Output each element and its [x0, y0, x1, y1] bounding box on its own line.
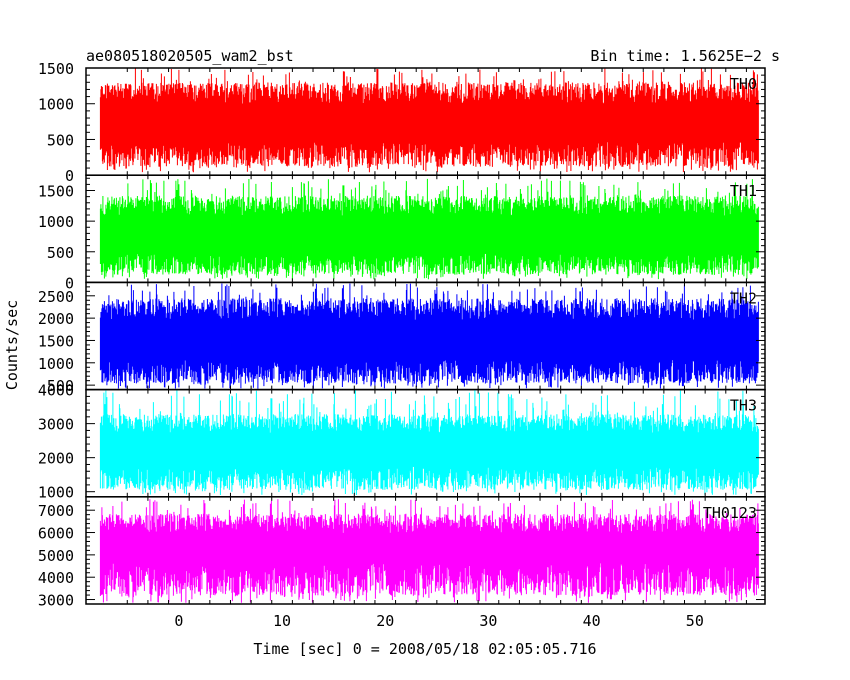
y-tick-label: 2000	[38, 450, 74, 468]
panel-label: TH1	[730, 182, 757, 200]
y-tick-label: 7000	[38, 502, 74, 520]
y-tick-label: 1500	[38, 183, 74, 201]
y-tick-label: 1000	[38, 355, 74, 373]
series-trace-th0123	[99, 499, 759, 603]
y-tick-label: 2500	[38, 288, 74, 306]
y-tick-label: 1000	[38, 213, 74, 231]
panel-label: TH2	[730, 289, 757, 307]
y-tick-label: 1000	[38, 96, 74, 114]
y-tick-label: 500	[47, 131, 74, 149]
chart-title: ae080518020505_wam2_bst	[86, 47, 294, 65]
y-tick-label: 0	[65, 167, 74, 185]
y-tick-label: 3000	[38, 416, 74, 434]
series-trace-th2	[99, 283, 759, 389]
x-tick-label: 0	[174, 612, 183, 630]
y-tick-label: 500	[47, 377, 74, 395]
panel-th3: 1000 2000 3000 4000 TH3	[38, 382, 766, 502]
panel-label: TH0	[730, 75, 757, 93]
panel-th1: 0 500 1000 1500 TH1	[38, 174, 766, 292]
series-trace-th3	[99, 390, 759, 495]
y-tick-label: 4000	[38, 569, 74, 587]
panel-th0123: 3000 4000 5000 6000 7000 TH0123	[38, 496, 766, 610]
series-trace-th0	[99, 68, 759, 173]
y-tick-label: 500	[47, 244, 74, 262]
y-tick-label: 2000	[38, 310, 74, 328]
x-tick-label: 40	[583, 612, 601, 630]
x-tick-label: 50	[686, 612, 704, 630]
y-tick-label: 0	[65, 274, 74, 292]
series-trace-th1	[99, 178, 759, 280]
panel-label: TH0123	[703, 504, 757, 522]
panel-th0: 0 500 1000 1500 TH0	[38, 60, 766, 185]
y-tick-label: 6000	[38, 525, 74, 543]
x-tick-label: 10	[273, 612, 291, 630]
y-tick-label: 5000	[38, 547, 74, 565]
y-tick-label: 4000	[38, 382, 74, 400]
bin-time-label: Bin time: 1.5625E−2 s	[590, 47, 780, 65]
x-axis-label: Time [sec] 0 = 2008/05/18 02:05:05.716	[253, 640, 596, 658]
panel-th2: 500 1000 1500 2000 2500 TH2	[38, 281, 766, 395]
y-tick-label: 3000	[38, 592, 74, 610]
y-axis-label: Counts/sec	[3, 300, 21, 390]
x-tick-label: 20	[376, 612, 394, 630]
y-tick-label: 1000	[38, 484, 74, 502]
panel-label: TH3	[730, 397, 757, 415]
x-tick-label: 30	[479, 612, 497, 630]
y-tick-label: 1500	[38, 332, 74, 350]
y-tick-label: 1500	[38, 60, 74, 78]
